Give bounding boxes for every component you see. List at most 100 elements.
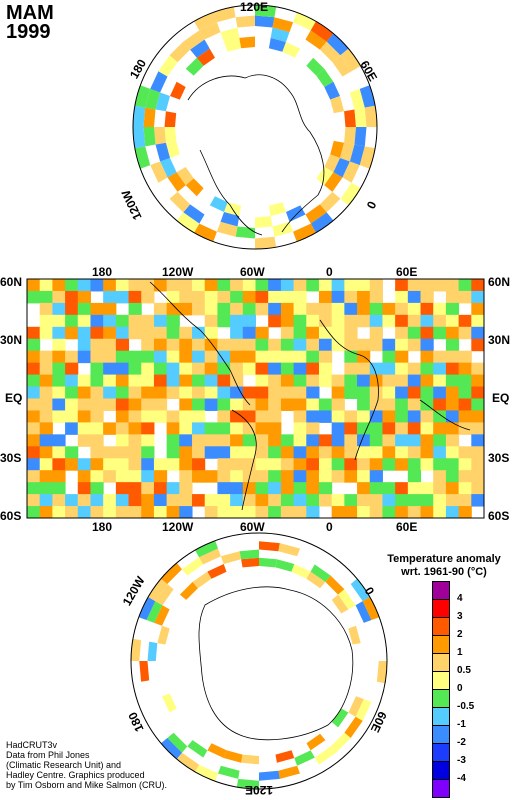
anomaly-cell: [27, 470, 41, 483]
anomaly-cell: [230, 422, 244, 435]
anomaly-cell: [155, 584, 174, 606]
anomaly-cell: [362, 597, 380, 620]
anomaly-cell: [103, 362, 117, 376]
anomaly-cell: [150, 161, 168, 183]
anomaly-cell: [242, 422, 256, 435]
anomaly-cell: [207, 564, 227, 579]
anomaly-cell: [141, 494, 155, 507]
anomaly-cell: [242, 350, 256, 364]
legend-swatch: [432, 599, 450, 618]
anomaly-cell: [192, 386, 206, 399]
anomaly-cell: [331, 594, 349, 614]
anomaly-cell: [192, 458, 206, 471]
anomaly-cell: [255, 434, 269, 447]
anomaly-cell: [204, 362, 218, 376]
anomaly-cell: [165, 140, 180, 158]
anomaly-cell: [185, 178, 204, 197]
anomaly-cell: [433, 482, 447, 495]
anomaly-cell: [217, 458, 231, 471]
anomaly-cell: [128, 434, 142, 447]
anomaly-cell: [187, 740, 208, 758]
anomaly-cell: [268, 410, 282, 423]
anomaly-cell: [153, 470, 168, 483]
anomaly-cell: [255, 458, 269, 471]
anomaly-cell: [259, 557, 277, 568]
anomaly-cell: [52, 314, 66, 328]
anomaly-cell: [395, 422, 409, 435]
anomaly-cell: [280, 338, 295, 352]
anomaly-cell: [344, 422, 358, 435]
anomaly-cell: [115, 506, 130, 519]
anomaly-cell: [407, 374, 422, 388]
anomaly-cell: [166, 386, 180, 399]
anomaly-cell: [445, 410, 460, 423]
anomaly-cell: [445, 386, 460, 399]
anomaly-cell: [103, 338, 117, 352]
anomaly-cell: [369, 338, 383, 352]
anomaly-cell: [242, 458, 256, 471]
anomaly-cell: [179, 581, 198, 600]
anomaly-cell: [230, 506, 244, 519]
anomaly-cell: [272, 17, 294, 33]
np-label-top: 120E: [240, 0, 269, 14]
anomaly-cell: [52, 494, 66, 507]
anomaly-cell: [90, 434, 104, 447]
anomaly-cell: [230, 482, 244, 495]
anomaly-cell: [27, 482, 41, 495]
anomaly-cell: [52, 279, 66, 292]
anomaly-cell: [103, 374, 117, 388]
anomaly-cell: [77, 434, 91, 447]
anomaly-cell: [134, 146, 151, 169]
anomaly-cell: [52, 362, 66, 376]
anomaly-cell: [369, 458, 383, 471]
anomaly-cell: [192, 422, 206, 435]
anomaly-cell: [445, 470, 460, 483]
anomaly-cell: [217, 434, 231, 447]
anomaly-cell: [293, 338, 307, 352]
anomaly-cell: [242, 362, 256, 376]
lat-label-right-3: 30S: [488, 451, 510, 465]
anomaly-cell: [90, 494, 104, 507]
anomaly-cell: [407, 482, 422, 495]
anomaly-cell: [90, 422, 104, 435]
anomaly-cell: [27, 410, 41, 423]
anomaly-cell: [344, 494, 358, 507]
sp-label-bottom: 120E: [245, 783, 274, 797]
anomaly-cell: [179, 410, 193, 423]
anomaly-cell: [357, 386, 371, 399]
anomaly-cell: [217, 350, 231, 364]
anomaly-cell: [458, 458, 472, 471]
anomaly-cell: [141, 446, 155, 459]
anomaly-cell: [192, 279, 206, 292]
anomaly-cell: [154, 605, 170, 626]
anomaly-cell: [204, 494, 218, 507]
anomaly-cell: [293, 470, 307, 483]
anomaly-cell: [293, 223, 316, 242]
anomaly-cell: [153, 374, 168, 388]
legend-swatch: [432, 725, 450, 744]
anomaly-cell: [27, 338, 41, 352]
anomaly-cell: [420, 290, 434, 304]
anomaly-cell: [280, 470, 295, 483]
anomaly-cell: [103, 458, 117, 471]
anomaly-cell: [331, 326, 345, 340]
anomaly-cell: [433, 410, 447, 423]
anomaly-cell: [90, 506, 104, 519]
anomaly-cell: [333, 158, 350, 178]
anomaly-cell: [280, 326, 295, 340]
anomaly-cell: [445, 434, 460, 447]
anomaly-cell: [324, 154, 340, 173]
anomaly-cell: [52, 458, 66, 471]
anomaly-cell: [77, 314, 91, 328]
anomaly-cell: [395, 410, 409, 423]
anomaly-cell: [166, 326, 180, 340]
anomaly-cell: [255, 279, 269, 292]
anomaly-cell: [179, 470, 193, 483]
legend-title: Temperature anomaly wrt. 1961-90 (°C): [387, 553, 501, 578]
anomaly-cell: [52, 506, 66, 519]
anomaly-cell: [115, 350, 130, 364]
anomaly-cell: [255, 5, 277, 18]
anomaly-cell: [382, 434, 396, 447]
anomaly-cell: [158, 55, 178, 77]
anomaly-cell: [65, 302, 79, 316]
